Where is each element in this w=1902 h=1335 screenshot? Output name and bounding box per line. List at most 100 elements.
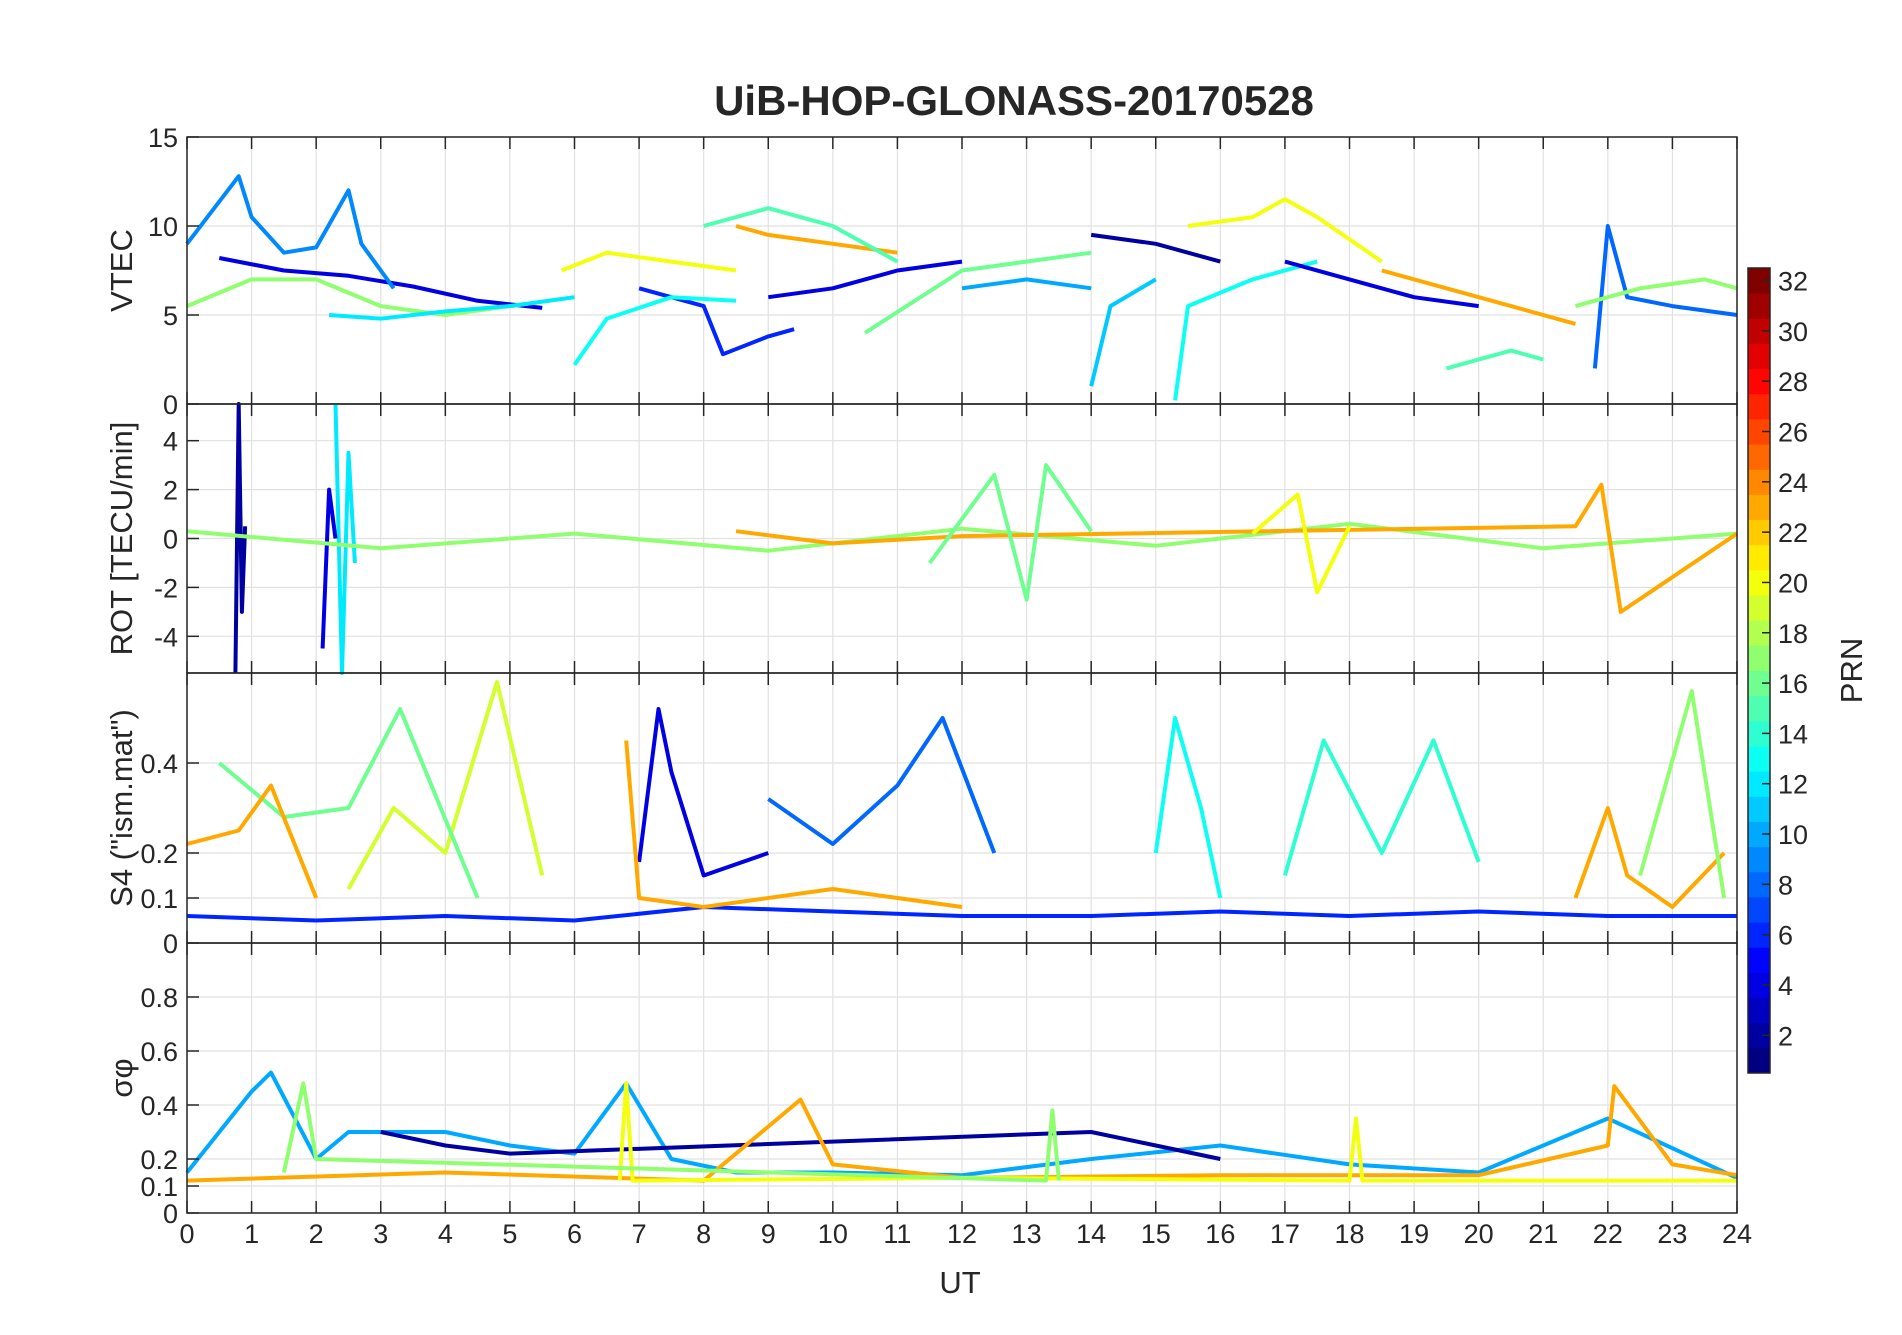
colorbar-tick-label: 6	[1778, 921, 1793, 951]
chart-title: UiB-HOP-GLONASS-20170528	[714, 77, 1314, 124]
series-line	[333, 403, 357, 675]
colorbar-segment	[1748, 444, 1770, 470]
x-tick-label: 3	[373, 1219, 388, 1249]
y-tick-label: 0	[163, 929, 178, 959]
x-tick-label: 20	[1464, 1219, 1494, 1249]
series-line	[735, 224, 898, 255]
colorbar-segment	[1748, 720, 1770, 747]
series-line	[572, 295, 737, 366]
series-line	[703, 206, 899, 264]
series-line	[185, 174, 396, 290]
colorbar-tick-label: 28	[1778, 367, 1808, 397]
colorbar-segment	[1748, 796, 1770, 822]
series-line	[281, 1081, 1061, 1183]
series-line	[1574, 277, 1738, 309]
y-tick-label: 5	[163, 301, 178, 331]
series-line	[1251, 492, 1352, 595]
series-line	[186, 905, 1737, 923]
colorbar-segment	[1748, 569, 1770, 596]
series-line	[1381, 268, 1577, 326]
x-tick-label: 14	[1076, 1219, 1106, 1249]
panel-4: 00.10.2 0.4 0.6 0.8 σφ	[104, 942, 1738, 1229]
colorbar-tick-label: 16	[1778, 669, 1808, 699]
y-tick-label: -2	[154, 573, 178, 603]
series-line	[735, 482, 1739, 614]
colorbar-segment	[1748, 544, 1770, 571]
colorbar-segment	[1748, 922, 1770, 948]
y-tick-label: 0	[163, 525, 178, 555]
y-tick-label: 2	[163, 476, 178, 506]
y-axis-label: S4 ("ism.mat")	[104, 709, 139, 907]
y-axis-label: VTEC	[104, 229, 139, 312]
colorbar-tick-label: 20	[1778, 568, 1808, 598]
colorbar-label: PRN	[1834, 638, 1869, 703]
series-line	[1573, 806, 1726, 909]
colorbar-tick-label: 26	[1778, 418, 1808, 448]
series-line	[768, 259, 963, 300]
colorbar-segment	[1748, 1047, 1770, 1074]
colorbar-segment	[1748, 368, 1770, 395]
x-tick-label: 0	[179, 1219, 194, 1249]
y-tick-label: 15	[148, 123, 178, 153]
colorbar-segment	[1748, 947, 1770, 973]
colorbar-segment	[1748, 670, 1770, 697]
colorbar-segment	[1748, 821, 1770, 848]
x-tick-label: 8	[696, 1219, 711, 1249]
series-line	[1173, 259, 1318, 401]
colorbar-segment	[1748, 519, 1770, 546]
colorbar-tick-label: 32	[1778, 267, 1808, 297]
x-tick-label: 7	[632, 1219, 647, 1249]
colorbar-segment	[1748, 1022, 1770, 1049]
x-tick-label: 2	[309, 1219, 324, 1249]
colorbar-segment	[1748, 393, 1770, 420]
series-line	[928, 463, 1093, 602]
series-line	[233, 402, 248, 674]
series-line	[1445, 348, 1544, 371]
colorbar-segment	[1748, 620, 1770, 646]
colorbar-segment	[1748, 645, 1770, 671]
x-tick-label: 13	[1012, 1219, 1042, 1249]
series-line	[320, 487, 338, 649]
y-tick-label: 0.6	[140, 1037, 178, 1067]
colorbar-segment	[1748, 268, 1770, 294]
series-line	[637, 707, 769, 878]
series-line	[186, 783, 319, 899]
y-tick-label: 0	[163, 390, 178, 420]
x-tick-label: 9	[761, 1219, 776, 1249]
x-tick-label: 6	[567, 1219, 582, 1249]
colorbar-tick-label: 12	[1778, 770, 1808, 800]
x-axis-label: UT	[939, 1265, 980, 1300]
panel-1: 0 5 10 15 VTEC	[104, 123, 1738, 420]
colorbar-segment	[1748, 318, 1770, 344]
colorbar-tick-label: 18	[1778, 619, 1808, 649]
y-tick-label: 0.4	[140, 1091, 178, 1121]
series-line	[1282, 738, 1481, 877]
x-tick-label: 1	[244, 1219, 259, 1249]
series-line	[560, 250, 737, 273]
series-line	[767, 716, 997, 854]
series-line	[328, 295, 575, 321]
series-line	[617, 1081, 1737, 1183]
series-line	[218, 256, 543, 310]
series-line	[1089, 277, 1157, 387]
y-tick-label: 0.4	[140, 749, 178, 779]
y-tick-label: -4	[154, 622, 178, 652]
colorbar-tick-label: 22	[1778, 518, 1808, 548]
y-tick-label: 0.8	[140, 983, 178, 1013]
colorbar-segment	[1748, 494, 1770, 521]
colorbar-tick-label: 30	[1778, 317, 1808, 347]
series-line	[1284, 259, 1479, 309]
colorbar-segment	[1748, 595, 1770, 621]
colorbar-tick-label: 10	[1778, 820, 1808, 850]
colorbar-tick-label: 24	[1778, 468, 1808, 498]
panel-3: 0 0.1 0.2 0.4S4 ("ism.mat")	[104, 672, 1738, 959]
series-line	[1153, 716, 1223, 899]
series-line	[346, 680, 545, 890]
colorbar-segment	[1748, 745, 1770, 772]
x-tick-label: 18	[1334, 1219, 1364, 1249]
colorbar-tick-label: 2	[1778, 1021, 1793, 1051]
y-tick-label: 0.2	[140, 1145, 178, 1175]
x-tick-label: 5	[502, 1219, 517, 1249]
